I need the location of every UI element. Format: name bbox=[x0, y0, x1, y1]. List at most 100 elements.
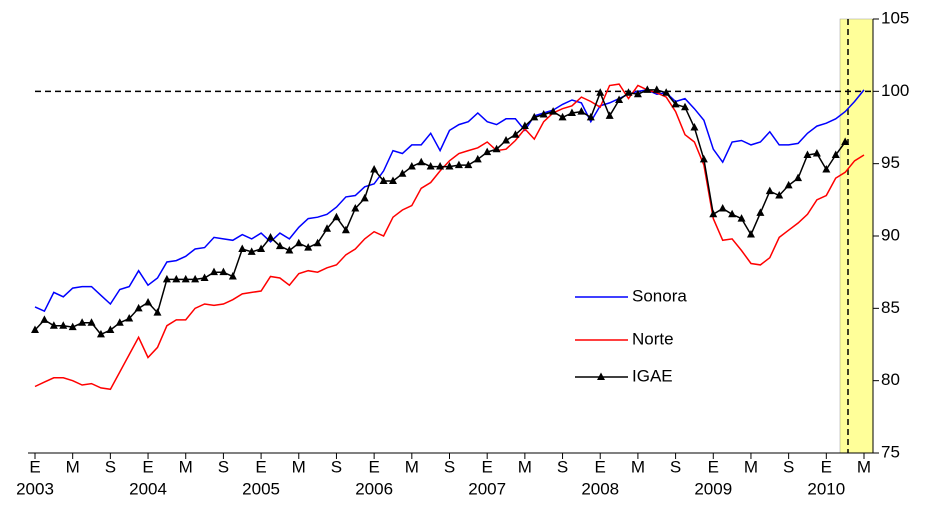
x-tick-label: S bbox=[557, 457, 568, 476]
point-marker bbox=[49, 321, 58, 329]
point-marker bbox=[643, 85, 652, 93]
point-marker bbox=[407, 162, 416, 170]
point-marker bbox=[492, 144, 501, 153]
x-tick-label: S bbox=[105, 457, 116, 476]
x-tick-label: S bbox=[670, 457, 681, 476]
point-marker bbox=[360, 193, 369, 202]
point-marker bbox=[59, 321, 68, 329]
point-marker bbox=[746, 230, 755, 238]
y-tick-label: 90 bbox=[881, 225, 900, 244]
point-marker bbox=[709, 209, 718, 218]
point-marker bbox=[209, 267, 218, 276]
point-marker bbox=[841, 137, 850, 145]
point-marker bbox=[313, 238, 322, 247]
legend-label: IGAE bbox=[632, 366, 673, 385]
x-tick-label: M bbox=[405, 457, 419, 476]
point-marker bbox=[803, 150, 812, 158]
x-tick-label: M bbox=[66, 457, 80, 476]
point-marker bbox=[483, 147, 492, 156]
year-label: 2004 bbox=[129, 479, 167, 498]
year-label: 2007 bbox=[468, 479, 506, 498]
point-marker bbox=[812, 149, 821, 157]
point-marker bbox=[454, 160, 463, 169]
x-tick-label: E bbox=[595, 457, 606, 476]
point-marker bbox=[586, 112, 595, 121]
x-tick-label: E bbox=[29, 457, 40, 476]
x-tick-label: S bbox=[783, 457, 794, 476]
point-marker bbox=[549, 107, 558, 115]
point-marker bbox=[426, 162, 435, 170]
point-marker bbox=[275, 241, 284, 250]
point-marker bbox=[681, 102, 690, 111]
point-marker bbox=[775, 190, 784, 199]
point-marker bbox=[238, 244, 247, 253]
point-marker bbox=[615, 95, 624, 104]
point-marker bbox=[558, 112, 567, 121]
y-tick-label: 75 bbox=[881, 442, 900, 461]
point-marker bbox=[765, 186, 774, 195]
point-marker bbox=[341, 225, 350, 234]
x-tick-label: S bbox=[218, 457, 229, 476]
point-marker bbox=[728, 209, 737, 218]
point-marker bbox=[228, 272, 237, 280]
highlight-band bbox=[839, 18, 874, 454]
point-marker bbox=[530, 112, 539, 121]
x-tick-label: M bbox=[857, 457, 871, 476]
point-marker bbox=[502, 136, 511, 144]
year-label: 2008 bbox=[581, 479, 619, 498]
point-marker bbox=[351, 204, 360, 212]
point-marker bbox=[87, 318, 96, 326]
point-marker bbox=[831, 150, 840, 158]
year-label: 2009 bbox=[694, 479, 732, 498]
point-marker bbox=[144, 298, 153, 306]
x-tick-label: M bbox=[744, 457, 758, 476]
point-marker bbox=[191, 274, 200, 283]
point-marker bbox=[379, 176, 388, 185]
point-marker bbox=[162, 274, 171, 283]
x-tick-label: S bbox=[444, 457, 455, 476]
point-marker bbox=[737, 214, 746, 222]
point-marker bbox=[756, 208, 765, 216]
y-tick-label: 85 bbox=[881, 298, 900, 317]
point-marker bbox=[822, 164, 831, 173]
point-marker bbox=[370, 164, 379, 173]
point-marker bbox=[633, 89, 642, 98]
point-marker bbox=[304, 243, 313, 251]
point-marker bbox=[31, 325, 39, 334]
x-tick-label: M bbox=[631, 457, 645, 476]
point-marker bbox=[153, 308, 162, 316]
point-marker bbox=[200, 273, 209, 281]
point-marker bbox=[134, 303, 143, 312]
point-marker bbox=[172, 274, 181, 283]
x-tick-label: E bbox=[708, 457, 719, 476]
point-marker bbox=[794, 173, 803, 182]
point-marker bbox=[464, 160, 473, 169]
point-marker bbox=[106, 325, 115, 334]
point-marker bbox=[699, 154, 708, 163]
point-marker bbox=[96, 329, 105, 338]
legend-label: Sonora bbox=[632, 286, 687, 305]
point-marker bbox=[115, 318, 124, 326]
series-line bbox=[34, 89, 846, 336]
year-label: 2003 bbox=[16, 479, 54, 498]
point-marker bbox=[445, 162, 454, 170]
x-tick-label: S bbox=[331, 457, 342, 476]
point-marker bbox=[417, 157, 426, 166]
point-marker bbox=[624, 88, 633, 96]
point-marker bbox=[652, 85, 661, 93]
year-label: 2010 bbox=[807, 479, 845, 498]
x-tick-label: M bbox=[179, 457, 193, 476]
x-tick-label: E bbox=[142, 457, 153, 476]
x-tick-label: E bbox=[368, 457, 379, 476]
point-marker bbox=[266, 232, 275, 241]
point-marker bbox=[68, 322, 77, 331]
y-tick-label: 100 bbox=[881, 81, 909, 100]
point-marker bbox=[257, 244, 266, 253]
x-tick-label: M bbox=[518, 457, 532, 476]
point-marker bbox=[294, 238, 303, 247]
point-marker bbox=[596, 88, 605, 96]
year-label: 2006 bbox=[355, 479, 393, 498]
point-marker bbox=[539, 109, 548, 118]
y-tick-label: 105 bbox=[881, 8, 909, 27]
